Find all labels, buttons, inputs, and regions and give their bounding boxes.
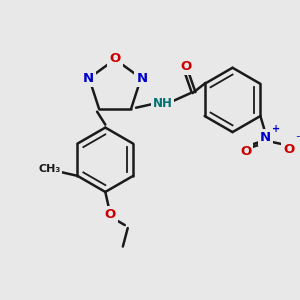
Text: O: O bbox=[180, 60, 191, 73]
Text: O: O bbox=[110, 52, 121, 65]
Text: O: O bbox=[240, 145, 251, 158]
Text: N: N bbox=[82, 72, 94, 85]
Text: O: O bbox=[105, 208, 116, 221]
Text: N: N bbox=[260, 131, 271, 144]
Text: NH: NH bbox=[152, 97, 172, 110]
Text: CH₃: CH₃ bbox=[38, 164, 60, 174]
Text: ⁻: ⁻ bbox=[296, 134, 300, 144]
Text: N: N bbox=[136, 72, 148, 85]
Text: +: + bbox=[272, 124, 280, 134]
Text: O: O bbox=[283, 143, 294, 156]
